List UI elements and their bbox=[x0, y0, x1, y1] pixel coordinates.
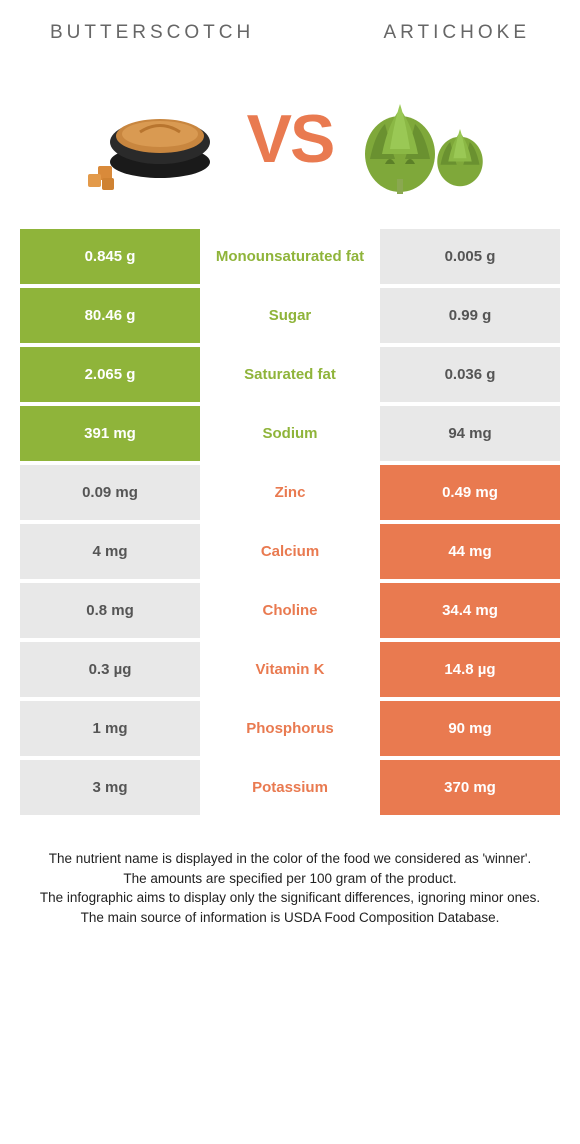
right-value-cell: 0.036 g bbox=[380, 347, 560, 402]
right-food-title: ARTICHOKE bbox=[383, 22, 530, 44]
butterscotch-image bbox=[75, 79, 235, 199]
right-value-cell: 0.49 mg bbox=[380, 465, 560, 520]
table-row: 0.09 mgZinc0.49 mg bbox=[20, 465, 560, 520]
left-value-cell: 1 mg bbox=[20, 701, 200, 756]
table-row: 1 mgPhosphorus90 mg bbox=[20, 701, 560, 756]
left-value-cell: 80.46 g bbox=[20, 288, 200, 343]
right-value-cell: 90 mg bbox=[380, 701, 560, 756]
butterscotch-bowl-icon bbox=[80, 84, 230, 194]
footer-line: The amounts are specified per 100 gram o… bbox=[30, 869, 550, 889]
nutrient-label-cell: Monounsaturated fat bbox=[200, 229, 380, 284]
artichoke-icon bbox=[350, 84, 500, 194]
right-value-cell: 14.8 µg bbox=[380, 642, 560, 697]
table-row: 3 mgPotassium370 mg bbox=[20, 760, 560, 815]
left-value-cell: 0.3 µg bbox=[20, 642, 200, 697]
header: BUTTERSCOTCH ARTICHOKE bbox=[0, 0, 580, 54]
nutrient-label-cell: Calcium bbox=[200, 524, 380, 579]
left-value-cell: 0.845 g bbox=[20, 229, 200, 284]
nutrient-label-cell: Choline bbox=[200, 583, 380, 638]
right-value-cell: 94 mg bbox=[380, 406, 560, 461]
nutrient-label-cell: Phosphorus bbox=[200, 701, 380, 756]
nutrient-label-cell: Vitamin K bbox=[200, 642, 380, 697]
table-row: 0.3 µgVitamin K14.8 µg bbox=[20, 642, 560, 697]
left-value-cell: 3 mg bbox=[20, 760, 200, 815]
left-food-title: BUTTERSCOTCH bbox=[50, 22, 254, 44]
artichoke-image bbox=[345, 79, 505, 199]
nutrient-label-cell: Potassium bbox=[200, 760, 380, 815]
right-value-cell: 370 mg bbox=[380, 760, 560, 815]
nutrient-label-cell: Zinc bbox=[200, 465, 380, 520]
left-value-cell: 4 mg bbox=[20, 524, 200, 579]
nutrient-label-cell: Saturated fat bbox=[200, 347, 380, 402]
table-row: 0.845 gMonounsaturated fat0.005 g bbox=[20, 229, 560, 284]
nutrient-label-cell: Sugar bbox=[200, 288, 380, 343]
right-value-cell: 44 mg bbox=[380, 524, 560, 579]
hero-section: VS bbox=[0, 54, 580, 229]
right-value-cell: 0.99 g bbox=[380, 288, 560, 343]
table-row: 4 mgCalcium44 mg bbox=[20, 524, 560, 579]
left-value-cell: 391 mg bbox=[20, 406, 200, 461]
left-value-cell: 0.8 mg bbox=[20, 583, 200, 638]
footer-line: The nutrient name is displayed in the co… bbox=[30, 849, 550, 869]
footer-line: The main source of information is USDA F… bbox=[30, 908, 550, 928]
footer-notes: The nutrient name is displayed in the co… bbox=[0, 819, 580, 927]
footer-line: The infographic aims to display only the… bbox=[30, 888, 550, 908]
left-value-cell: 0.09 mg bbox=[20, 465, 200, 520]
table-row: 391 mgSodium94 mg bbox=[20, 406, 560, 461]
table-row: 2.065 gSaturated fat0.036 g bbox=[20, 347, 560, 402]
right-value-cell: 0.005 g bbox=[380, 229, 560, 284]
vs-label: VS bbox=[247, 100, 334, 178]
nutrient-label-cell: Sodium bbox=[200, 406, 380, 461]
table-row: 0.8 mgCholine34.4 mg bbox=[20, 583, 560, 638]
right-value-cell: 34.4 mg bbox=[380, 583, 560, 638]
left-value-cell: 2.065 g bbox=[20, 347, 200, 402]
table-row: 80.46 gSugar0.99 g bbox=[20, 288, 560, 343]
nutrient-table: 0.845 gMonounsaturated fat0.005 g80.46 g… bbox=[20, 229, 560, 815]
